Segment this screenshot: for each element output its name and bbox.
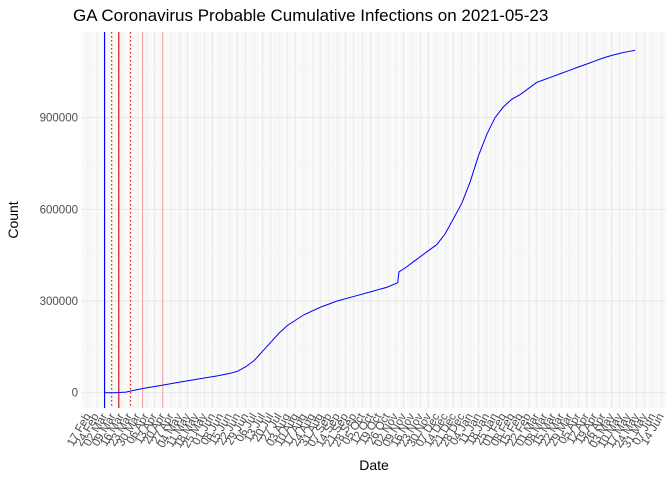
chart-title: GA Coronavirus Probable Cumulative Infec…: [73, 6, 548, 25]
y-tick-label: 300000: [40, 296, 78, 308]
y-axis-title: Count: [5, 201, 21, 238]
y-tick-label: 900000: [40, 113, 78, 125]
series-layer: [104, 49, 636, 394]
x-axis-title: Date: [359, 457, 389, 473]
reference-lines: [104, 32, 164, 408]
y-tick-label: 0: [72, 388, 78, 400]
grid: [81, 32, 667, 408]
series-line: [104, 49, 636, 394]
y-tick-label: 600000: [40, 204, 78, 216]
y-axis-ticks: 0 300000 600000 900000: [40, 113, 78, 400]
